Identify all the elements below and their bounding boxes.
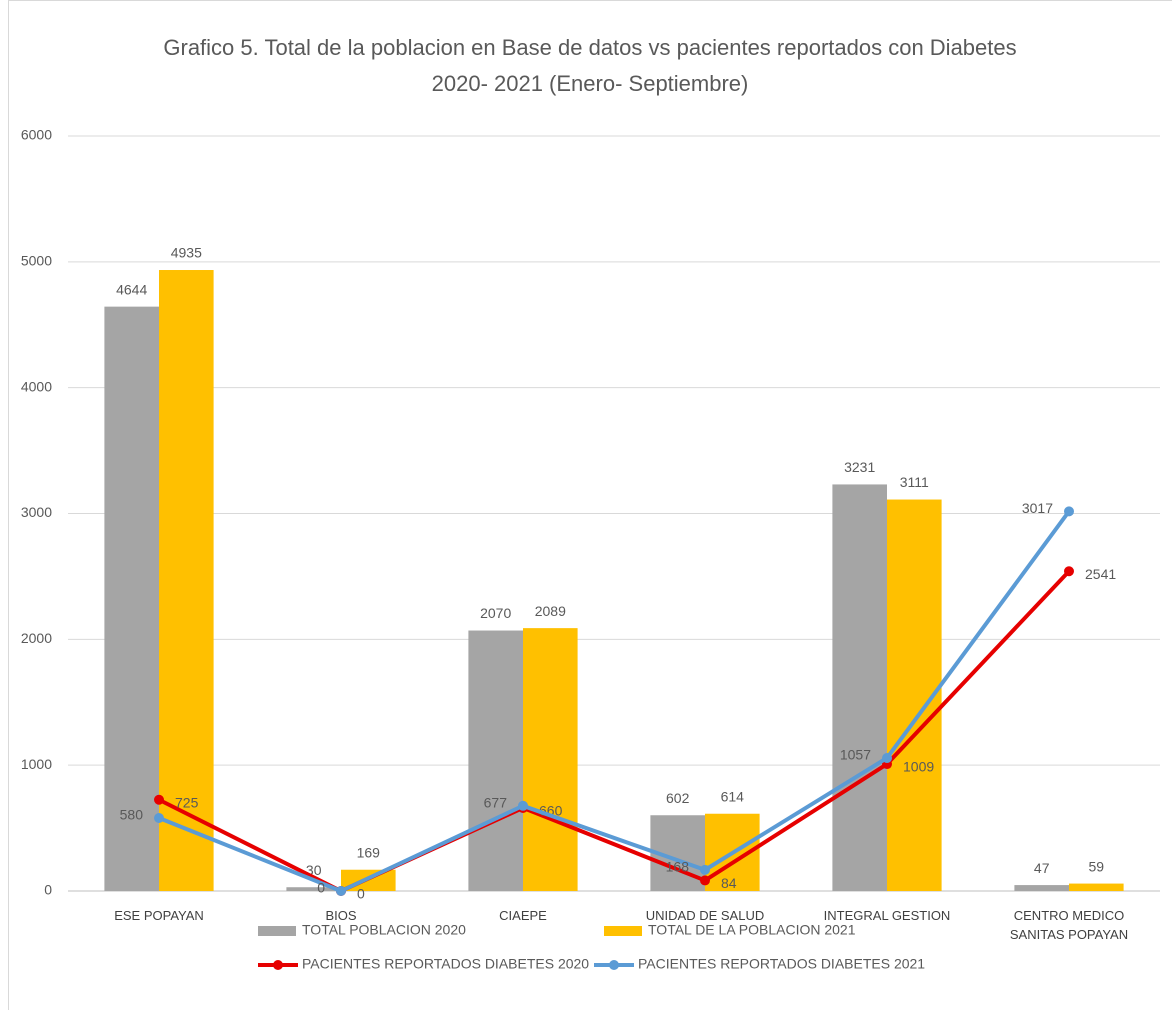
- x-tick-label: INTEGRAL GESTION: [823, 908, 951, 923]
- data-label: 169: [357, 844, 381, 860]
- y-tick-label: 0: [44, 882, 52, 898]
- y-tick-label: 6000: [21, 127, 52, 143]
- y-tick-label: 3000: [21, 504, 52, 520]
- data-label: 0: [357, 886, 365, 902]
- bar: [1069, 883, 1124, 891]
- bar: [832, 484, 887, 891]
- line-marker: [1064, 566, 1074, 577]
- bar: [523, 628, 578, 891]
- line-marker: [518, 800, 528, 811]
- legend-marker: [273, 960, 283, 970]
- data-label: 47: [1034, 860, 1050, 876]
- data-label: 3111: [900, 474, 929, 490]
- data-label: 1057: [840, 747, 871, 763]
- data-label: 3231: [844, 459, 875, 475]
- data-label: 580: [120, 807, 144, 823]
- data-label: 677: [484, 795, 508, 811]
- line-marker: [336, 886, 346, 896]
- chart-frame: [8, 0, 1172, 1010]
- data-label: 59: [1089, 858, 1105, 874]
- line-marker: [700, 864, 710, 875]
- x-tick-label: BIOS: [325, 908, 357, 923]
- line-marker: [154, 813, 164, 824]
- data-label: 4935: [171, 245, 202, 261]
- bar: [1014, 885, 1069, 891]
- bar: [159, 270, 214, 891]
- line: [158, 510, 1071, 893]
- data-label: 168: [666, 859, 690, 875]
- line-marker: [1064, 506, 1074, 517]
- y-tick-label: 5000: [21, 253, 52, 269]
- line-marker: [882, 752, 892, 763]
- y-tick-label: 1000: [21, 756, 52, 772]
- x-tick-label: CIAEPE: [499, 908, 547, 923]
- chart-title: Grafico 5. Total de la poblacion en Base…: [163, 35, 1017, 96]
- data-label: 1009: [903, 759, 934, 775]
- legend-label: PACIENTES REPORTADOS DIABETES 2020: [302, 956, 589, 972]
- line-marker: [154, 794, 164, 805]
- line-marker: [700, 875, 710, 886]
- legend-label: TOTAL POBLACION 2020: [302, 922, 466, 938]
- y-tick-label: 2000: [21, 630, 52, 646]
- data-label: 2089: [535, 603, 566, 619]
- x-tick-label: CENTRO MEDICO SANITAS POPAYAN: [1009, 908, 1129, 942]
- legend-marker: [609, 960, 619, 970]
- data-label: 614: [721, 788, 745, 804]
- x-tick-label: ESE POPAYAN: [114, 908, 204, 923]
- data-label: 4644: [116, 281, 147, 297]
- legend-label: TOTAL DE LA POBLACION 2021: [648, 922, 856, 938]
- data-label: 2070: [480, 605, 511, 621]
- data-label: 0: [317, 880, 325, 896]
- data-label: 602: [666, 790, 690, 806]
- line: [158, 569, 1071, 893]
- data-label: 725: [175, 794, 199, 810]
- legend-swatch: [604, 926, 642, 936]
- data-label: 2541: [1085, 566, 1116, 582]
- data-label: 84: [721, 875, 737, 891]
- bar: [104, 306, 159, 891]
- x-tick-label: UNIDAD DE SALUD: [645, 908, 765, 923]
- legend-label: PACIENTES REPORTADOS DIABETES 2021: [638, 956, 925, 972]
- data-label: 3017: [1022, 500, 1053, 516]
- legend-swatch: [258, 926, 296, 936]
- bar: [468, 630, 523, 891]
- y-tick-label: 4000: [21, 378, 52, 394]
- bar: [286, 887, 341, 891]
